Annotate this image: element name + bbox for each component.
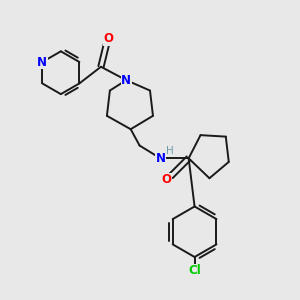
- Text: O: O: [161, 173, 171, 186]
- Text: Cl: Cl: [188, 264, 201, 277]
- Text: H: H: [166, 146, 174, 156]
- Text: O: O: [103, 32, 113, 45]
- Text: N: N: [121, 74, 131, 87]
- Text: N: N: [155, 152, 165, 164]
- Text: N: N: [37, 56, 47, 68]
